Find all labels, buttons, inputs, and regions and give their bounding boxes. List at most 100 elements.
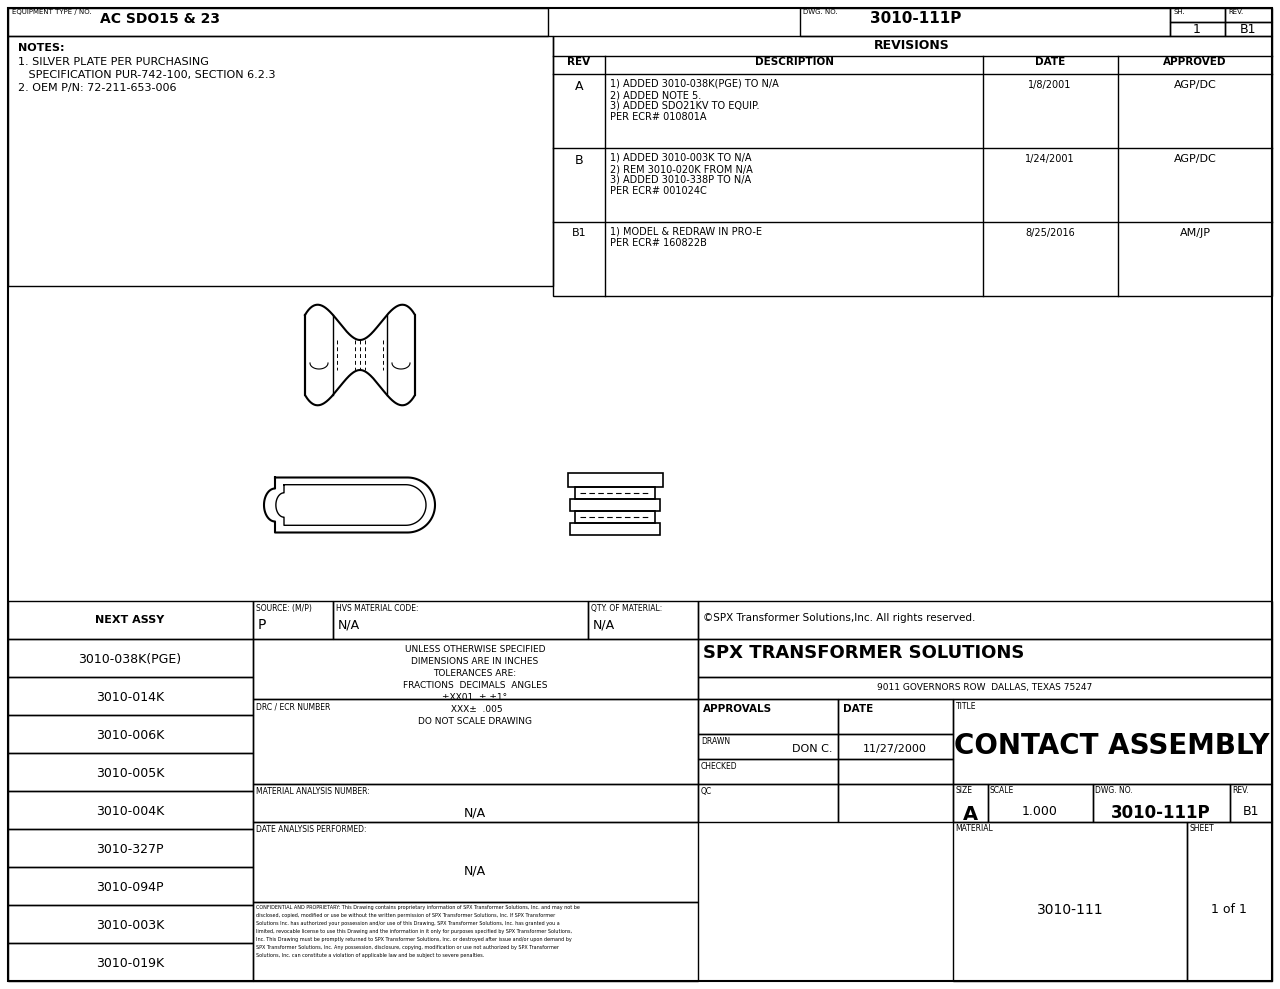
Text: MATERIAL ANALYSIS NUMBER:: MATERIAL ANALYSIS NUMBER: xyxy=(256,787,370,796)
Bar xyxy=(553,36,1272,296)
Bar xyxy=(800,8,1170,36)
Bar xyxy=(8,36,553,286)
Text: EQUIPMENT TYPE / NO.: EQUIPMENT TYPE / NO. xyxy=(12,9,92,15)
Text: N/A: N/A xyxy=(338,618,360,631)
Bar xyxy=(575,487,655,499)
Bar xyxy=(8,905,253,943)
Text: AM/JP: AM/JP xyxy=(1179,228,1211,238)
Text: NEXT ASSY: NEXT ASSY xyxy=(96,615,165,625)
Text: 3010-014K: 3010-014K xyxy=(96,691,164,704)
Text: ©SPX Transformer Solutions,Inc. All rights reserved.: ©SPX Transformer Solutions,Inc. All righ… xyxy=(703,613,975,623)
Text: 3010-094P: 3010-094P xyxy=(96,881,164,894)
Text: APPROVED: APPROVED xyxy=(1164,57,1226,67)
Bar xyxy=(8,8,548,36)
Text: 3010-327P: 3010-327P xyxy=(96,843,164,856)
Text: CONTACT ASSEMBLY: CONTACT ASSEMBLY xyxy=(955,732,1270,760)
Text: 9011 GOVERNORS ROW  DALLAS, TEXAS 75247: 9011 GOVERNORS ROW DALLAS, TEXAS 75247 xyxy=(877,683,1093,692)
Text: 3010-111P: 3010-111P xyxy=(1111,804,1211,822)
Bar xyxy=(1170,22,1225,36)
Text: 1 of 1: 1 of 1 xyxy=(1211,903,1247,916)
Bar xyxy=(253,699,698,784)
Text: TITLE: TITLE xyxy=(956,702,977,711)
Bar xyxy=(8,715,253,753)
Text: 3010-019K: 3010-019K xyxy=(96,957,164,970)
Text: DO NOT SCALE DRAWING: DO NOT SCALE DRAWING xyxy=(419,717,532,726)
Text: PER ECR# 010801A: PER ECR# 010801A xyxy=(611,112,707,122)
Bar xyxy=(988,784,1093,822)
Bar xyxy=(253,601,333,639)
Text: SIZE: SIZE xyxy=(955,786,972,795)
Text: Solutions Inc. has authorized your possession and/or use of this Drawing, SPX Tr: Solutions Inc. has authorized your posse… xyxy=(256,921,559,926)
Text: 3010-038K(PGE): 3010-038K(PGE) xyxy=(78,653,182,666)
Text: AGP/DC: AGP/DC xyxy=(1174,80,1216,90)
Text: B: B xyxy=(575,154,584,167)
Text: N/A: N/A xyxy=(463,806,486,819)
Text: 1) ADDED 3010-003K TO N/A: 1) ADDED 3010-003K TO N/A xyxy=(611,153,751,163)
Bar xyxy=(8,677,253,715)
Text: ±XX01  ± ±1°: ±XX01 ± ±1° xyxy=(443,693,508,702)
Bar xyxy=(1187,822,1272,981)
Text: DIMENSIONS ARE IN INCHES: DIMENSIONS ARE IN INCHES xyxy=(411,657,539,666)
Text: 1.000: 1.000 xyxy=(1021,805,1059,818)
Text: PER ECR# 001024C: PER ECR# 001024C xyxy=(611,186,707,196)
Text: A: A xyxy=(963,805,978,824)
Text: 3) ADDED SDO21KV TO EQUIP.: 3) ADDED SDO21KV TO EQUIP. xyxy=(611,101,759,111)
Text: DRC / ECR NUMBER: DRC / ECR NUMBER xyxy=(256,702,330,711)
Text: CHECKED: CHECKED xyxy=(701,762,737,771)
Text: 8/25/2016: 8/25/2016 xyxy=(1025,228,1075,238)
Text: 1) MODEL & REDRAW IN PRO-E: 1) MODEL & REDRAW IN PRO-E xyxy=(611,227,762,237)
Text: DWG. NO.: DWG. NO. xyxy=(1094,786,1133,795)
Text: 3010-006K: 3010-006K xyxy=(96,729,164,742)
Bar xyxy=(698,699,838,734)
Text: XXX±  .005: XXX± .005 xyxy=(448,705,502,714)
Text: 3) ADDED 3010-338P TO N/A: 3) ADDED 3010-338P TO N/A xyxy=(611,175,751,185)
Text: REV.: REV. xyxy=(1231,786,1249,795)
Bar xyxy=(8,639,253,677)
Text: SHEET: SHEET xyxy=(1189,824,1213,833)
Text: SPECIFICATION PUR-742-100, SECTION 6.2.3: SPECIFICATION PUR-742-100, SECTION 6.2.3 xyxy=(18,70,275,80)
Text: 1. SILVER PLATE PER PURCHASING: 1. SILVER PLATE PER PURCHASING xyxy=(18,57,209,67)
Bar xyxy=(8,791,253,829)
Text: 1/24/2001: 1/24/2001 xyxy=(1025,154,1075,164)
Text: DATE: DATE xyxy=(844,704,873,714)
Bar xyxy=(698,759,838,784)
Bar xyxy=(253,902,698,981)
Text: AC SDO15 & 23: AC SDO15 & 23 xyxy=(100,12,220,26)
Text: disclosed, copied, modified or use be without the written permission of SPX Tran: disclosed, copied, modified or use be wi… xyxy=(256,913,556,918)
Text: TOLERANCES ARE:: TOLERANCES ARE: xyxy=(434,669,517,678)
Text: DWG. NO.: DWG. NO. xyxy=(803,9,837,15)
Bar xyxy=(253,822,698,902)
Bar xyxy=(8,601,253,639)
Bar xyxy=(698,784,838,822)
Bar xyxy=(253,784,698,822)
Text: QTY. OF MATERIAL:: QTY. OF MATERIAL: xyxy=(591,604,662,613)
Text: PER ECR# 160822B: PER ECR# 160822B xyxy=(611,238,707,248)
Bar xyxy=(575,511,655,523)
Text: 1: 1 xyxy=(1193,23,1201,36)
Text: UNLESS OTHERWISE SPECIFIED: UNLESS OTHERWISE SPECIFIED xyxy=(404,645,545,654)
Text: AGP/DC: AGP/DC xyxy=(1174,154,1216,164)
Text: N/A: N/A xyxy=(593,618,616,631)
Text: CONFIDENTIAL AND PROPRIETARY: This Drawing contains proprietary information of S: CONFIDENTIAL AND PROPRIETARY: This Drawi… xyxy=(256,905,580,910)
Text: NOTES:: NOTES: xyxy=(18,43,64,53)
Text: DATE: DATE xyxy=(1034,57,1065,67)
Bar xyxy=(8,829,253,867)
Bar xyxy=(1230,784,1272,822)
Text: N/A: N/A xyxy=(463,865,486,878)
Text: DESCRIPTION: DESCRIPTION xyxy=(754,57,833,67)
Text: B1: B1 xyxy=(572,228,586,238)
Bar xyxy=(954,822,1187,981)
Text: 3010-005K: 3010-005K xyxy=(96,767,164,780)
Text: QC: QC xyxy=(701,787,712,796)
Text: Inc. This Drawing must be promptly returned to SPX Transformer Solutions, Inc. o: Inc. This Drawing must be promptly retur… xyxy=(256,937,572,942)
Bar xyxy=(253,639,698,699)
Bar xyxy=(954,699,1272,784)
Text: SPX Transformer Solutions, Inc. Any possession, disclosure, copying, modificatio: SPX Transformer Solutions, Inc. Any poss… xyxy=(256,945,559,950)
Text: limited, revocable license to use this Drawing and the information in it only fo: limited, revocable license to use this D… xyxy=(256,929,572,934)
Bar xyxy=(698,734,838,759)
Text: REVISIONS: REVISIONS xyxy=(874,39,950,52)
Bar xyxy=(8,943,253,981)
Bar xyxy=(8,867,253,905)
Text: 3010-111: 3010-111 xyxy=(1037,903,1103,917)
Bar xyxy=(567,473,663,487)
